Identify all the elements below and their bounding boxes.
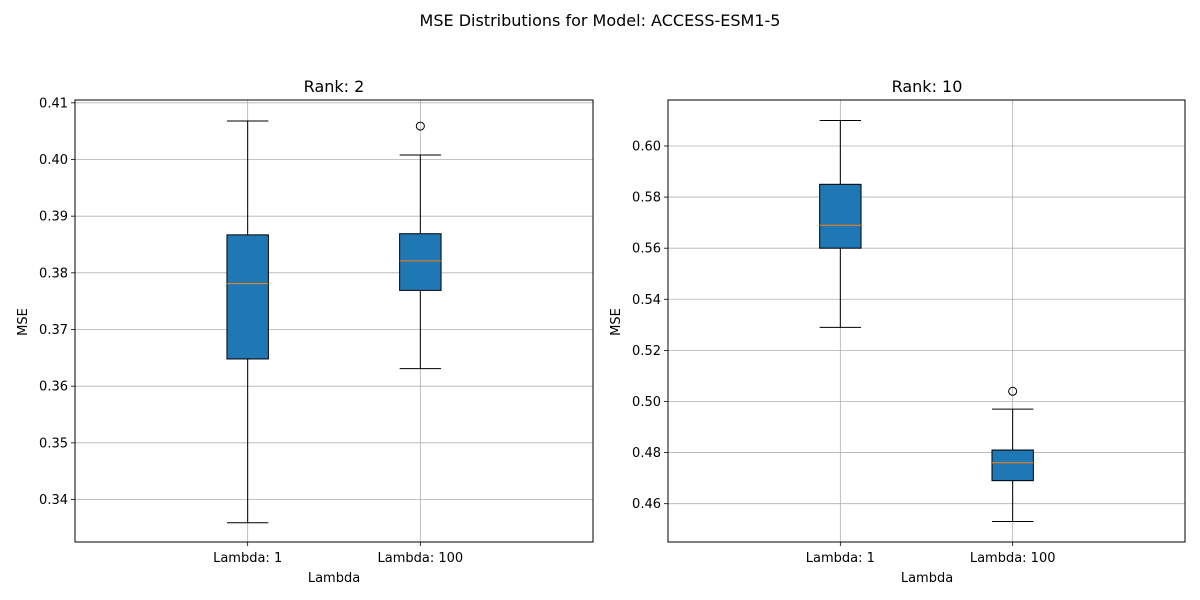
- y-tick-label: 0.40: [39, 153, 68, 168]
- figure-title: MSE Distributions for Model: ACCESS-ESM1…: [420, 11, 781, 30]
- box-1: [819, 119, 862, 328]
- axes-frame: [667, 99, 1186, 543]
- y-tick-label: 0.54: [632, 293, 661, 308]
- y-tick-label: 0.50: [632, 395, 661, 410]
- y-tick-label: 0.36: [39, 380, 68, 395]
- x-tick-label: Lambda: 1: [213, 551, 282, 566]
- y-tick-label: 0.60: [632, 139, 661, 154]
- y-tick-label: 0.56: [632, 242, 661, 257]
- outlier-point: [415, 121, 425, 131]
- panel-title: Rank: 10: [892, 77, 963, 96]
- outlier-point: [1008, 386, 1018, 396]
- y-tick-label: 0.41: [39, 96, 68, 111]
- iqr-box: [819, 183, 862, 249]
- y-axis-label: MSE: [609, 308, 624, 336]
- rank-10-boxplot-panel: Rank: 10 Lambda MSE 0.46 0.48 0.50 0.52 0.54…: [609, 77, 1186, 586]
- y-tick-label: 0.58: [632, 191, 661, 206]
- panel-title: Rank: 2: [304, 77, 365, 96]
- iqr-box: [399, 233, 442, 291]
- y-tick-label: 0.48: [632, 446, 661, 461]
- iqr-box: [991, 449, 1034, 482]
- x-axis-label: Lambda: [901, 571, 953, 586]
- y-tick-label: 0.38: [39, 266, 68, 281]
- y-tick-label: 0.46: [632, 497, 661, 512]
- x-axis-label: Lambda: [308, 571, 360, 586]
- y-tick-label: 0.39: [39, 210, 68, 225]
- x-tick-label: Lambda: 100: [377, 551, 463, 566]
- y-axis-label: MSE: [16, 308, 31, 336]
- box-2: [991, 386, 1034, 523]
- y-tick-label: 0.37: [39, 323, 68, 338]
- x-tick-label: Lambda: 1: [806, 551, 875, 566]
- y-tick-label: 0.52: [632, 344, 661, 359]
- y-tick-label: 0.35: [39, 436, 68, 451]
- rank-2-boxplot-panel: Rank: 2 Lambda MSE 0.34 0.35 0.36 0.37 0.38 0…: [16, 77, 594, 586]
- x-tick-label: Lambda: 100: [970, 551, 1056, 566]
- box-2: [399, 121, 442, 370]
- axes-frame: [74, 99, 594, 543]
- iqr-box: [226, 234, 269, 360]
- box-1: [226, 120, 269, 524]
- y-tick-label: 0.34: [39, 493, 68, 508]
